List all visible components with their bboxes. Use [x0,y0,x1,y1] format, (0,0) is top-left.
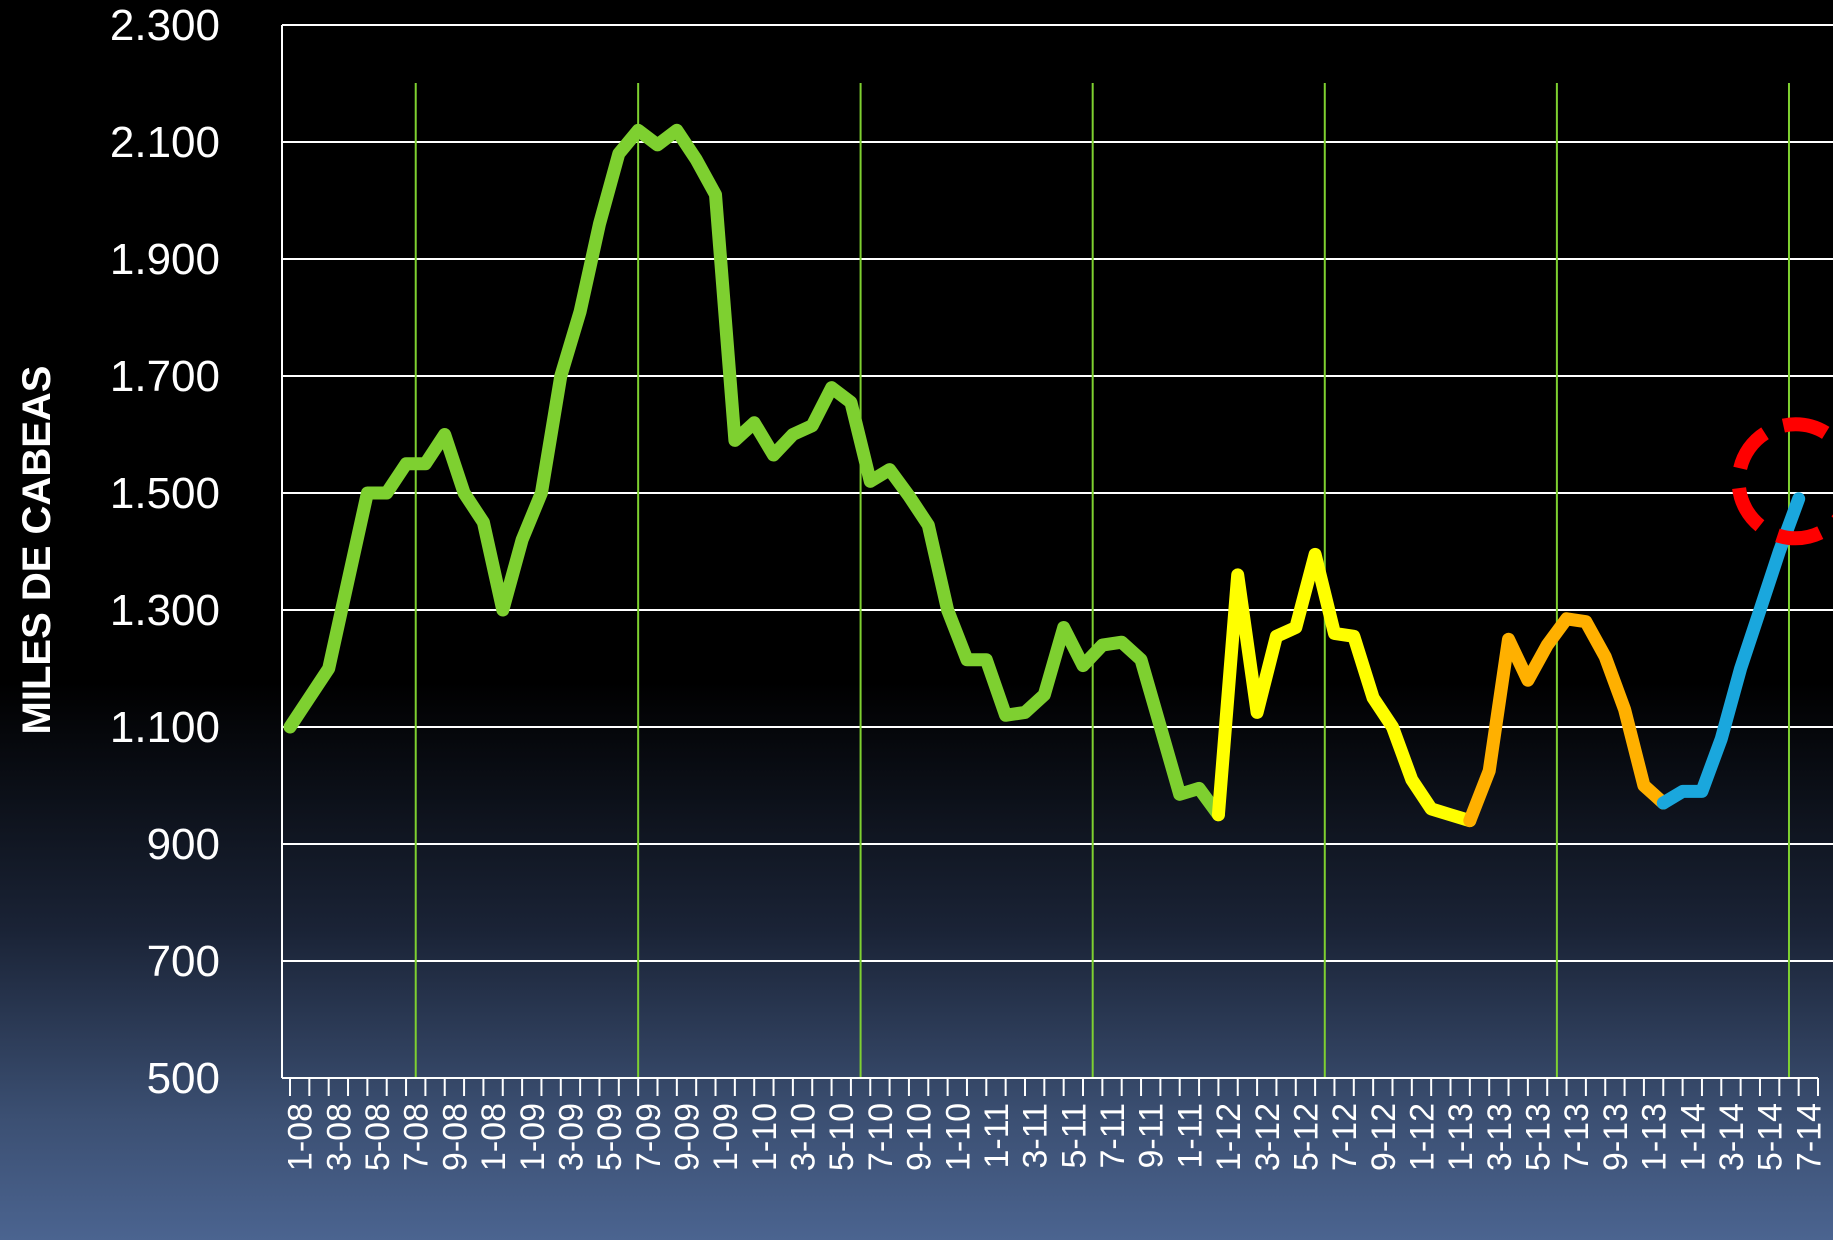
y-axis-ticks: 500 700 900 1.100 1.300 1.500 1.700 1.900 2.100 2… [110,1,220,1103]
series-group [283,123,1806,828]
x-tick-label-23: 1-11 [1171,1103,1209,1169]
x-tick-label-1: 3-08 [320,1103,358,1171]
x-tick-label-7: 3-09 [552,1103,590,1171]
x-tick-label-24: 1-12 [1210,1103,1248,1171]
x-tick-label-30: 1-13 [1442,1103,1480,1171]
y-tick-label-6: 1.700 [110,352,220,401]
x-tick-label-34: 9-13 [1597,1103,1635,1171]
y-tick-label-1: 700 [147,937,220,986]
annotation-group [1731,417,1833,546]
y-tick-label-7: 1.900 [110,235,220,284]
x-tick-label-39: 7-14 [1790,1103,1828,1171]
x-tick-label-33: 7-13 [1558,1103,1596,1171]
x-tick-label-11: 1-09 [707,1103,745,1171]
series-line-orange [1463,612,1670,828]
x-tick-label-0: 1-08 [282,1103,320,1171]
x-tick-label-31: 3-13 [1481,1103,1519,1171]
y-tick-label-5: 1.500 [110,469,220,518]
x-tick-label-4: 9-08 [436,1103,474,1171]
y-axis-title: MILES DE CABEAS [15,366,59,735]
highlight-circle [1731,417,1833,546]
x-tick-label-16: 9-10 [901,1103,939,1171]
y-tick-label-3: 1.100 [110,703,220,752]
x-tick-label-19: 3-11 [1017,1103,1055,1169]
x-tick-label-2: 5-08 [359,1103,397,1171]
x-tick-label-17: 1-10 [939,1103,977,1171]
x-tick-label-18: 1-11 [978,1103,1016,1169]
x-tick-label-14: 5-10 [823,1103,861,1171]
x-tick-label-3: 7-08 [398,1103,436,1171]
x-tick-label-35: 1-13 [1636,1103,1674,1171]
x-tick-label-27: 7-12 [1326,1103,1364,1171]
x-tick-label-25: 3-12 [1249,1103,1287,1171]
axes [281,25,1818,1079]
x-tick-label-20: 5-11 [1055,1103,1093,1169]
series-line-blue [1656,492,1806,810]
y-tick-label-2: 900 [147,820,220,869]
series-line-yellow [1211,547,1477,828]
x-tick-label-21: 7-11 [1094,1103,1132,1169]
x-tick-label-12: 1-10 [746,1103,784,1171]
series-line-green [283,123,1225,822]
x-tick-label-37: 3-14 [1713,1103,1751,1171]
y-tick-label-8: 2.100 [110,118,220,167]
x-tick-label-38: 5-14 [1752,1103,1790,1171]
x-tick-label-13: 3-10 [785,1103,823,1171]
x-tick-label-26: 5-12 [1287,1103,1325,1171]
x-tick-label-6: 1-09 [514,1103,552,1171]
x-tick-label-28: 9-12 [1365,1103,1403,1171]
x-axis-ticks: 1-08 3-08 5-08 7-08 9-08 1-08 1-09 3-09 5-09 7-09… [282,1078,1828,1171]
x-tick-label-9: 7-09 [630,1103,668,1171]
y-tick-label-4: 1.300 [110,586,220,635]
x-tick-label-29: 1-12 [1403,1103,1441,1171]
y-tick-label-0: 500 [147,1054,220,1103]
x-tick-label-8: 5-09 [591,1103,629,1171]
x-tick-label-22: 9-11 [1133,1103,1171,1169]
x-tick-label-15: 7-10 [862,1103,900,1171]
x-tick-label-36: 1-14 [1674,1103,1712,1171]
y-tick-label-9: 2.300 [110,1,220,50]
x-tick-label-10: 9-09 [669,1103,707,1171]
x-tick-label-5: 1-08 [475,1103,513,1171]
x-tick-label-32: 5-13 [1520,1103,1558,1171]
